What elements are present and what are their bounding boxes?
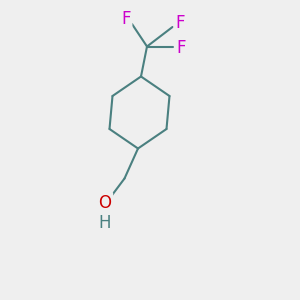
Text: F: F (121, 11, 131, 28)
Text: F: F (177, 39, 186, 57)
Text: F: F (175, 14, 185, 32)
Text: O: O (98, 194, 112, 211)
Text: H: H (99, 214, 111, 232)
